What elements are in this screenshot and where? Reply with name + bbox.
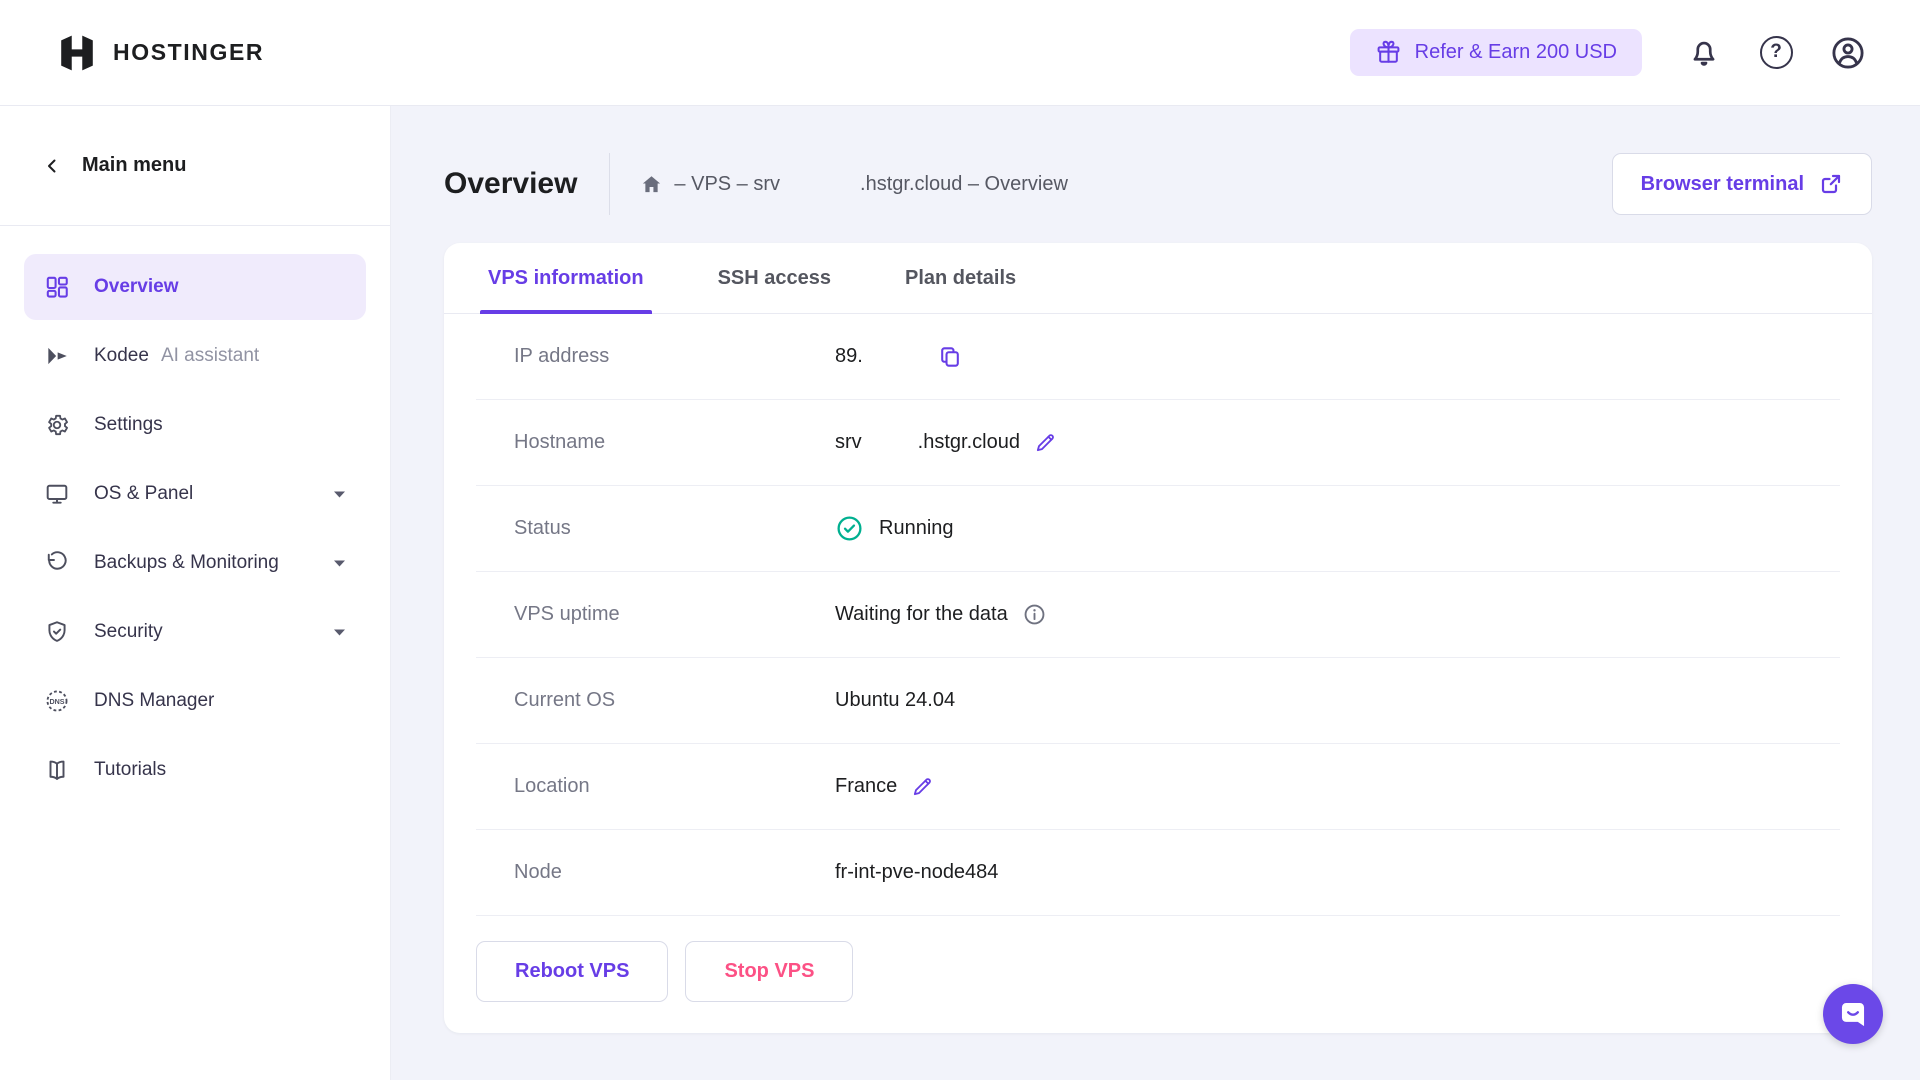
hostname-prefix: srv [835,431,862,453]
profile-avatar-icon [1830,35,1866,71]
external-link-icon [1819,172,1843,196]
sidebar-item-label: OS & Panel [94,483,194,504]
sidebar-item-label: Overview [94,276,179,297]
svg-text:DNS: DNS [49,698,64,706]
breadcrumb-prefix: – VPS – srv [674,172,781,195]
gear-icon [44,412,70,438]
sidebar-item-label: DNS Manager [94,690,215,711]
row-label: IP address [514,345,610,367]
chevron-down-icon [333,559,346,568]
help-icon: ? [1759,36,1793,69]
kodee-ai-assistant-tag: AI assistant [160,345,260,366]
reboot-vps-button[interactable]: Reboot VPS [476,941,669,1002]
hostinger-logo-icon [58,33,96,73]
edit-location-button[interactable] [911,775,934,798]
tab-plan-details[interactable]: Plan details [905,266,1017,289]
copy-icon [937,344,963,370]
sidebar-item-label: Kodee [94,345,149,366]
sidebar-item-backups-monitoring[interactable]: Backups & Monitoring [24,530,366,596]
table-row-ip-address: IP address 89. [476,314,1840,400]
restore-icon [44,550,70,576]
row-label: Location [514,775,590,797]
row-label: VPS uptime [514,603,620,625]
monitor-icon [44,481,70,507]
uptime-value: Waiting for the data [835,603,1008,625]
edit-hostname-button[interactable] [1034,431,1057,454]
edit-pencil-icon [911,775,934,798]
browser-terminal-button[interactable]: Browser terminal [1611,153,1872,215]
sidebar-item-tutorials[interactable]: Tutorials [24,737,366,803]
page-title: Overview [444,167,578,200]
hostname-suffix: .hstgr.cloud [917,431,1020,453]
shield-icon [44,619,70,645]
sidebar-item-label: Security [94,621,163,642]
chat-bubble-icon [1836,997,1870,1031]
main-menu-back[interactable]: Main menu [0,106,390,226]
info-icon[interactable] [1022,602,1047,627]
kodee-spark-icon [44,343,70,369]
sidebar-item-label: Backups & Monitoring [94,552,279,573]
tab-ssh-access[interactable]: SSH access [717,266,831,289]
check-circle-icon [835,514,864,543]
tab-vps-information[interactable]: VPS information [480,243,652,314]
brand-name: HOSTINGER [113,39,265,65]
sidebar-item-label: Settings [94,414,163,435]
breadcrumb-suffix: .hstgr.cloud – Overview [860,172,1068,195]
sidebar: Main menu Overview Kodee AI [0,106,391,1080]
row-label: Hostname [514,431,606,453]
top-header: HOSTINGER Refer & Earn 200 USD [0,0,1920,106]
sidebar-item-overview[interactable]: Overview [24,254,366,320]
table-row-vps-uptime: VPS uptime Waiting for the data [476,572,1840,658]
tab-bar: VPS information SSH access Plan details [444,243,1872,314]
dns-globe-icon: DNS [44,688,70,714]
location-value: France [835,775,898,797]
main-content: Overview – VPS – srv .hstgr.cloud – Over… [391,106,1920,1080]
refer-earn-button[interactable]: Refer & Earn 200 USD [1349,29,1642,76]
table-row-current-os: Current OS Ubuntu 24.04 [476,658,1840,744]
copy-ip-button[interactable] [937,344,963,370]
chevron-left-icon [44,158,60,174]
current-os-value: Ubuntu 24.04 [835,689,956,711]
vps-info-card: VPS information SSH access Plan details … [444,243,1872,1033]
node-value: fr-int-pve-node484 [835,861,999,883]
home-icon[interactable] [640,173,663,196]
sidebar-item-kodee[interactable]: Kodee AI assistant [24,323,366,389]
dashboard-grid-icon [44,274,70,300]
edit-pencil-icon [1034,431,1057,454]
vps-info-table: IP address 89. Hostname [444,314,1872,916]
breadcrumb: – VPS – srv .hstgr.cloud – Overview [640,172,1068,196]
hostinger-logo[interactable]: HOSTINGER [58,33,264,73]
row-label: Status [514,517,571,539]
table-row-node: Node fr-int-pve-node484 [476,830,1840,916]
table-row-hostname: Hostname srv .hstgr.cloud [476,400,1840,486]
main-menu-label: Main menu [82,154,187,176]
ip-address-value: 89. [835,345,863,367]
stop-vps-button[interactable]: Stop VPS [685,941,854,1002]
notifications-button[interactable] [1682,31,1726,75]
row-label: Node [514,861,562,883]
status-badge: Running [879,517,954,539]
gift-icon [1375,39,1402,66]
bell-icon [1687,36,1721,70]
chevron-down-icon [333,490,346,499]
page-header: Overview – VPS – srv .hstgr.cloud – Over… [444,153,1872,215]
sidebar-item-settings[interactable]: Settings [24,392,366,458]
table-row-status: Status Running [476,486,1840,572]
sidebar-item-dns-manager[interactable]: DNS DNS Manager [24,668,366,734]
refer-earn-label: Refer & Earn 200 USD [1414,41,1617,63]
chat-launcher-button[interactable] [1823,984,1883,1044]
chevron-down-icon [333,628,346,637]
browser-terminal-label: Browser terminal [1640,172,1804,195]
row-label: Current OS [514,689,616,711]
sidebar-item-label: Tutorials [94,759,167,780]
title-divider [609,153,611,215]
sidebar-item-os-panel[interactable]: OS & Panel [24,461,366,527]
book-icon [44,757,70,783]
table-row-location: Location France [476,744,1840,830]
sidebar-item-security[interactable]: Security [24,599,366,665]
help-button[interactable]: ? [1754,31,1798,75]
vps-actions: Reboot VPS Stop VPS [444,916,1872,1002]
profile-button[interactable] [1826,31,1870,75]
sidebar-nav: Overview Kodee AI assistant Settings [0,226,390,803]
